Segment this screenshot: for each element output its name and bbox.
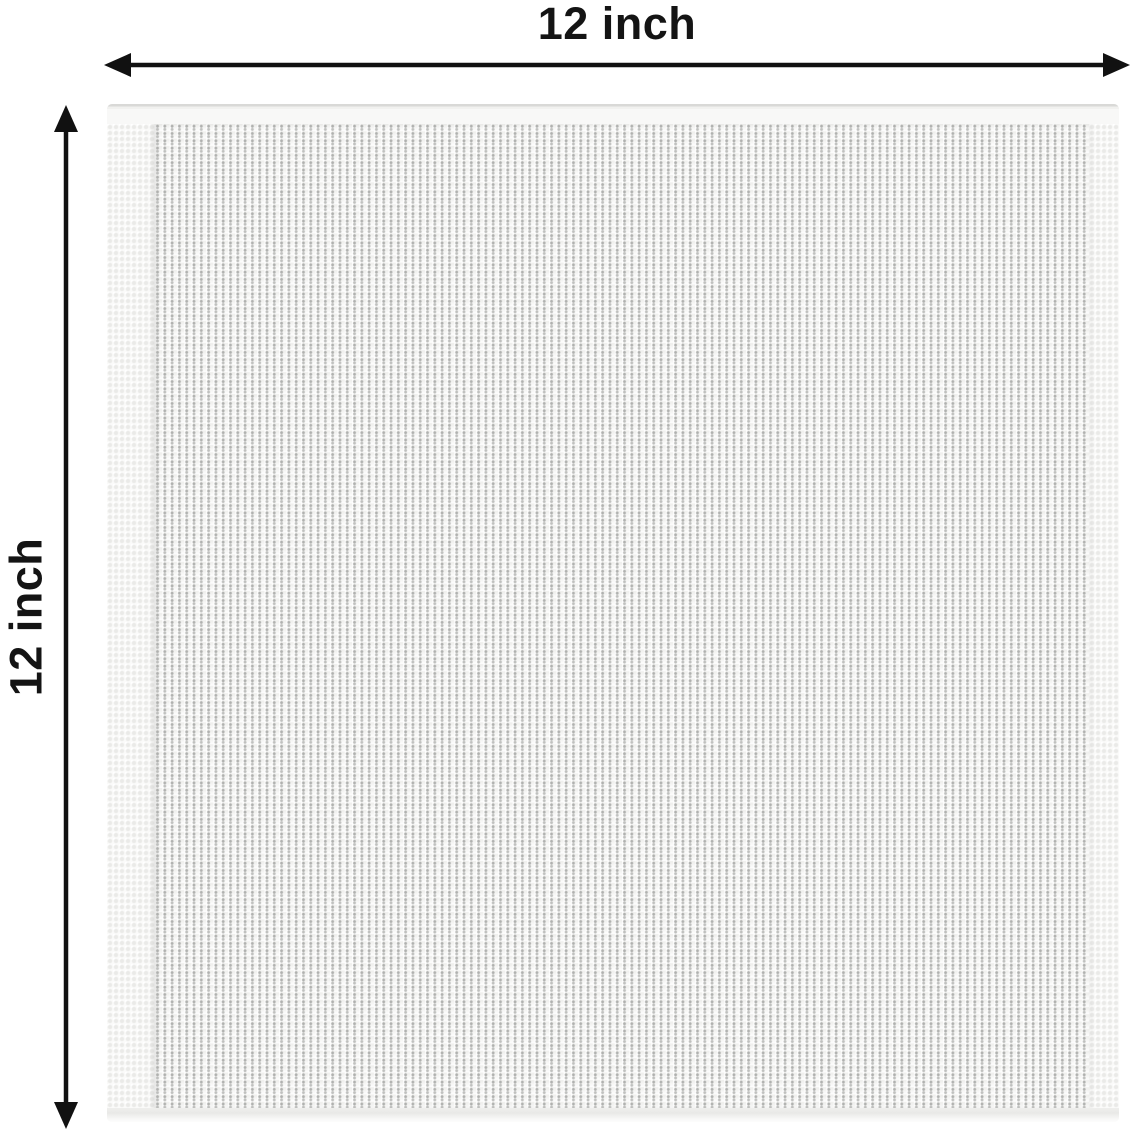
fabric-weave-texture [155,124,1089,1108]
fabric-selvage-left [107,106,155,1120]
left-dimension-label: 12 inch [0,537,51,697]
left-dimension-label-container: 12 inch [0,105,52,1129]
fabric-bottom-hem [107,1108,1119,1122]
fabric-top-hem [107,104,1119,124]
fabric-swatch [107,104,1119,1122]
top-dimension-label: 12 inch [537,0,697,49]
fabric-selvage-right [1089,106,1119,1120]
vertical-dimension-arrow-icon [54,105,78,1129]
horizontal-dimension-arrow-icon [104,53,1130,77]
